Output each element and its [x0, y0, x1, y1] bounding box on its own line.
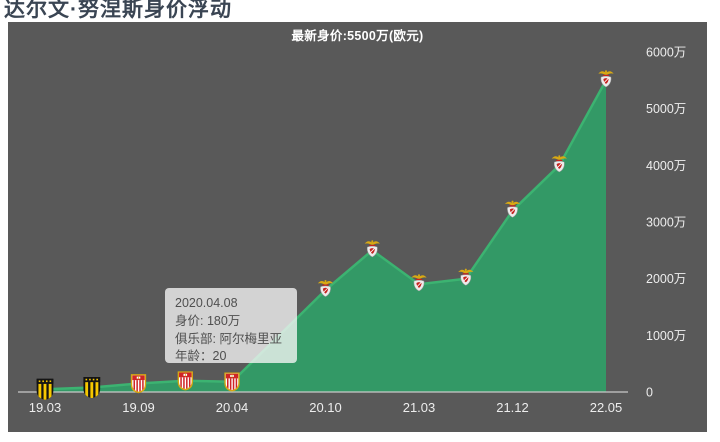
latest-value-header: 最新身价:5500万(欧元) — [291, 29, 424, 43]
x-axis-label: 19.09 — [122, 400, 155, 415]
y-axis-label: 3000万 — [646, 216, 686, 230]
y-axis-label: 0 — [646, 386, 653, 400]
x-axis-label: 21.12 — [496, 400, 529, 415]
y-axis-label: 6000万 — [646, 46, 686, 60]
y-axis-label: 2000万 — [646, 272, 686, 286]
x-axis-label: 19.03 — [29, 400, 62, 415]
y-axis-label: 1000万 — [646, 329, 686, 343]
axis-labels: 19.03 19.09 20.04 20.10 21.03 21.12 22.05 0 1000… — [29, 46, 687, 416]
almeria-crest-icon[interactable] — [224, 372, 239, 391]
x-axis-label: 22.05 — [590, 400, 623, 415]
almeria-crest-icon[interactable] — [131, 374, 146, 393]
x-axis-label: 20.04 — [216, 400, 249, 415]
almeria-crest-icon[interactable] — [178, 371, 193, 390]
penarol-crest-icon[interactable] — [83, 377, 100, 398]
x-axis-label: 20.10 — [309, 400, 342, 415]
benfica-crest-icon[interactable] — [597, 69, 615, 88]
page-title: 达尔文·努涅斯身价浮动 — [4, 0, 232, 21]
value-line — [44, 79, 608, 391]
y-axis-label: 4000万 — [646, 159, 686, 173]
y-axis-label: 5000万 — [646, 102, 686, 116]
market-value-chart-panel: 最新身价:5500万(欧元) — [8, 22, 707, 432]
area-series — [44, 79, 608, 393]
value-area-fill — [45, 80, 606, 393]
value-area-chart[interactable]: 19.03 19.09 20.04 20.10 21.03 21.12 22.05 0 1000… — [8, 22, 707, 432]
penarol-crest-icon[interactable] — [37, 379, 54, 400]
x-axis-label: 21.03 — [403, 400, 436, 415]
